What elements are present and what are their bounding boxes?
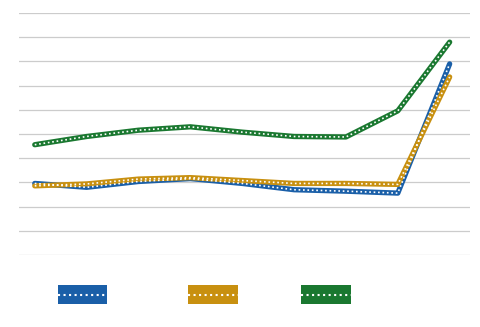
FancyBboxPatch shape <box>188 285 238 304</box>
FancyBboxPatch shape <box>58 285 107 304</box>
FancyBboxPatch shape <box>301 285 351 304</box>
